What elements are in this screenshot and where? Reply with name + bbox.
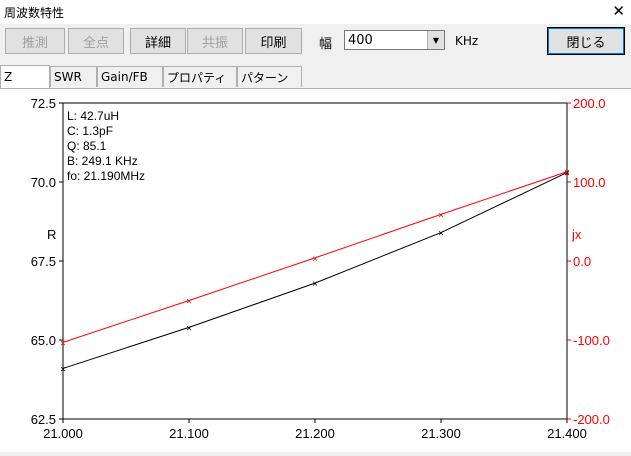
right-tick-label: 100.0	[573, 175, 606, 190]
x-tick-label: 21.400	[547, 426, 587, 441]
data-point-right: ×	[186, 297, 192, 308]
left-tick-label: 70.0	[31, 175, 56, 190]
estimate-button[interactable]: 推測	[5, 28, 65, 54]
plot-area	[62, 102, 568, 420]
info-fo: fo: 21.190MHz	[67, 169, 145, 183]
chart-panel: L: 42.7uH C: 1.3pF Q: 85.1 B: 249.1 KHz …	[0, 88, 631, 452]
tab-properties[interactable]: プロパティ	[163, 66, 237, 87]
x-tick-label: 21.300	[421, 426, 461, 441]
data-point-left: ×	[312, 279, 318, 290]
data-point-left: ×	[438, 229, 444, 240]
data-point-right: ×	[564, 168, 570, 179]
right-axis-label: jx	[571, 227, 582, 242]
info-b: B: 249.1 KHz	[67, 154, 138, 168]
chevron-down-icon[interactable]: ▼	[427, 31, 444, 49]
impedance-chart: L: 42.7uH C: 1.3pF Q: 85.1 B: 249.1 KHz …	[31, 96, 610, 441]
tab-swr[interactable]: SWR	[50, 66, 97, 87]
right-tick-label: -200.0	[573, 412, 610, 427]
data-point-left: ×	[186, 323, 192, 334]
resonance-button[interactable]: 共振	[187, 28, 243, 54]
tab-pattern[interactable]: パターン	[237, 66, 302, 87]
info-box: L: 42.7uH C: 1.3pF Q: 85.1 B: 249.1 KHz …	[67, 109, 145, 183]
data-point-left: ×	[60, 364, 66, 375]
right-tick-label: 200.0	[573, 96, 606, 111]
left-tick-label: 62.5	[31, 412, 56, 427]
data-point-right: ×	[438, 210, 444, 221]
x-tick-label: 21.100	[169, 426, 209, 441]
width-select-value: 400	[348, 33, 373, 48]
tab-bar: Z SWR Gain/FB プロパティ パターン	[0, 65, 631, 88]
left-tick-label: 67.5	[31, 254, 56, 269]
close-icon[interactable]: ✕	[612, 2, 625, 20]
series-line-right	[62, 171, 568, 343]
info-q: Q: 85.1	[67, 139, 107, 153]
left-axis-label: R	[47, 227, 56, 242]
width-select[interactable]: 400 ▼	[344, 30, 445, 50]
series-line-left	[62, 172, 568, 369]
left-tick-label: 72.5	[31, 96, 56, 111]
window-title: 周波数特性	[4, 6, 65, 20]
data-point-left: ×	[564, 169, 570, 180]
x-tick-label: 21.000	[43, 426, 83, 441]
right-tick-label: -100.0	[573, 333, 610, 348]
info-c: C: 1.3pF	[67, 124, 113, 138]
data-point-right: ×	[312, 254, 318, 265]
all-points-button[interactable]: 全点	[68, 28, 124, 54]
width-label: 幅	[319, 37, 333, 52]
x-tick-label: 21.200	[295, 426, 335, 441]
details-button[interactable]: 詳細	[130, 28, 186, 54]
tab-gain-fb[interactable]: Gain/FB	[97, 66, 163, 87]
data-point-right: ×	[60, 338, 66, 349]
tab-z[interactable]: Z	[0, 65, 50, 88]
print-button[interactable]: 印刷	[245, 28, 302, 54]
info-l: L: 42.7uH	[67, 109, 119, 123]
close-button[interactable]: 閉じる	[547, 27, 625, 55]
right-tick-label: 0.0	[573, 254, 591, 269]
width-unit: KHz	[455, 34, 479, 48]
left-tick-label: 65.0	[31, 333, 56, 348]
title-bar: 周波数特性 ✕	[0, 0, 631, 24]
